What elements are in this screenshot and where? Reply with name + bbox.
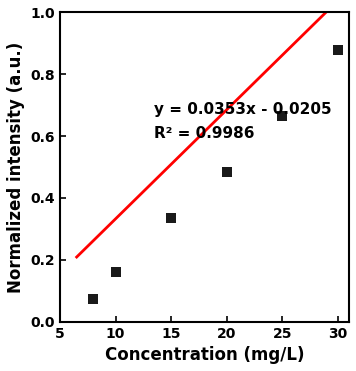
Point — [113, 269, 119, 275]
Point — [279, 114, 285, 119]
Text: R² = 0.9986: R² = 0.9986 — [155, 126, 255, 141]
Point — [90, 296, 96, 302]
Point — [335, 47, 341, 53]
Point — [224, 169, 230, 175]
Text: y = 0.0353x - 0.0205: y = 0.0353x - 0.0205 — [155, 102, 332, 118]
X-axis label: Concentration (mg/L): Concentration (mg/L) — [105, 346, 304, 364]
Point — [168, 215, 174, 221]
Y-axis label: Normalized intensity (a.u.): Normalized intensity (a.u.) — [7, 42, 25, 293]
